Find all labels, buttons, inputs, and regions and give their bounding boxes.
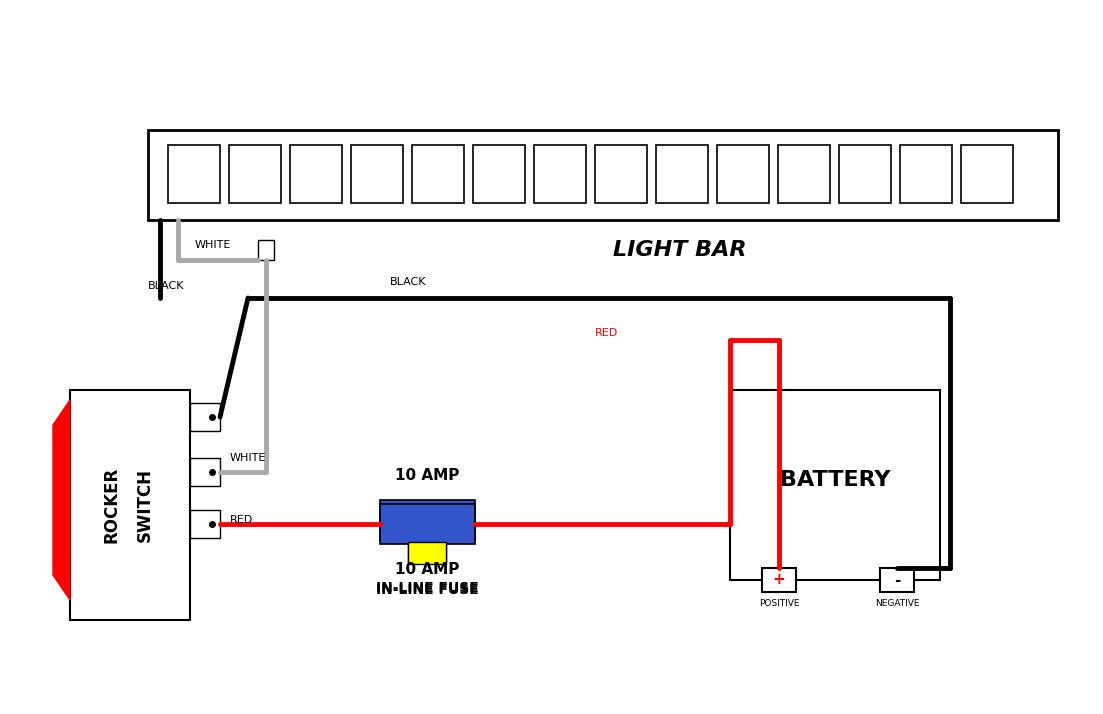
Text: BLACK: BLACK <box>148 281 184 291</box>
Text: WHITE: WHITE <box>195 240 232 250</box>
Bar <box>408 542 446 564</box>
Bar <box>351 145 403 203</box>
Text: +: + <box>772 573 785 588</box>
Text: IN-LINE FUSE: IN-LINE FUSE <box>376 583 479 597</box>
Polygon shape <box>53 400 69 600</box>
Bar <box>258 240 274 260</box>
Bar <box>900 145 952 203</box>
Text: NEGATIVE: NEGATIVE <box>875 600 919 608</box>
Bar <box>961 145 1013 203</box>
Bar <box>656 145 708 203</box>
Bar <box>413 145 464 203</box>
Text: -: - <box>893 573 900 588</box>
Text: 10 AMP: 10 AMP <box>395 563 459 578</box>
Text: RED: RED <box>231 515 254 525</box>
Text: POSITIVE: POSITIVE <box>759 600 800 608</box>
Bar <box>839 145 891 203</box>
Bar <box>534 145 586 203</box>
Text: IN-LINE FUSE: IN-LINE FUSE <box>376 581 479 595</box>
Bar <box>778 145 829 203</box>
Bar <box>290 145 342 203</box>
Text: SWITCH: SWITCH <box>136 468 154 542</box>
Text: ROCKER: ROCKER <box>103 467 121 543</box>
Text: WHITE: WHITE <box>231 453 267 463</box>
Bar <box>762 568 796 592</box>
Bar <box>880 568 914 592</box>
Bar <box>595 145 647 203</box>
Bar <box>168 145 219 203</box>
Bar <box>473 145 525 203</box>
Bar <box>381 504 475 544</box>
Bar <box>730 390 940 580</box>
Bar <box>381 500 475 540</box>
Bar <box>190 510 219 538</box>
Text: BATTERY: BATTERY <box>780 470 890 490</box>
Text: RED: RED <box>595 328 619 338</box>
Bar <box>148 130 1058 220</box>
Text: LIGHT BAR: LIGHT BAR <box>613 240 747 260</box>
Text: 10 AMP: 10 AMP <box>395 468 459 483</box>
Bar <box>190 403 219 431</box>
Bar <box>229 145 281 203</box>
Text: BLACK: BLACK <box>390 277 427 287</box>
Bar <box>408 540 446 562</box>
Bar <box>717 145 769 203</box>
Bar <box>190 458 219 486</box>
Bar <box>69 390 190 620</box>
